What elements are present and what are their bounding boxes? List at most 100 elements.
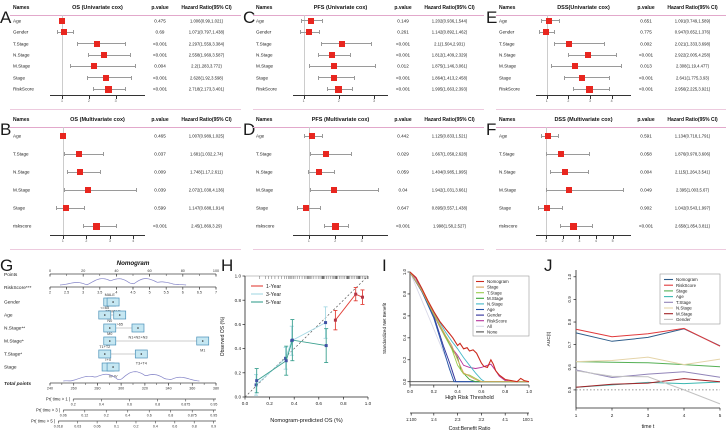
svg-text:RiskScore***: RiskScore*** [4,285,32,291]
ci-cap-high [99,170,101,174]
panel-letter-g: G [0,256,14,275]
axis-tick-label: 3 [114,99,117,103]
panel-letter-h: H [221,256,234,275]
row-hazard-ratio: 2.021(1.333,3.698) [674,41,711,47]
axis-tick-label: 3 [360,239,363,243]
ci-cap-low [56,30,58,35]
row-name: M.Stage [13,187,31,193]
hr-marker [331,222,339,230]
svg-text:T1+T2: T1+T2 [99,345,110,349]
svg-text:Nomogram: Nomogram [487,279,509,284]
forest-row: N.Stage 0.059 1.404(0.985,1.995) [243,163,486,181]
forest-row: N.Stage <0.001 1.812(1.409,2.329) [243,49,486,60]
density-curve [59,278,187,286]
svg-text:M0: M0 [107,332,112,336]
hr-marker [543,205,550,211]
hr-marker [542,29,549,36]
svg-text:5: 5 [719,413,722,418]
forest-header: Names OS (Univariate cox) p.value Hazard Ra… [0,2,243,15]
ci-cap-high [558,134,560,138]
svg-text:0.7: 0.7 [567,341,572,348]
svg-text:0.9: 0.9 [211,424,216,428]
ci-cap-low [326,87,328,92]
reference-line [62,15,63,95]
row-name: RiskScore [13,86,34,92]
axis-tick-label: 1 [61,239,64,243]
panel-letter-a: A [0,8,12,27]
svg-text:3.5: 3.5 [97,290,102,294]
x-axis: 1 2 3 [243,235,486,246]
panel-dss-univariate: E Names DSS(Univariate cox) p.value Hazard … [486,2,728,110]
ci-whisker [310,153,352,155]
svg-text:>65: >65 [116,323,122,327]
row-name: RiskScore [499,86,520,92]
row-hazard-ratio: 1.042(0.543,1.997) [674,205,711,211]
svg-text:FEMALE: FEMALE [105,310,121,314]
axis-tick [361,236,363,239]
axis-tick [86,236,88,239]
svg-text:3: 3 [647,413,650,418]
row-pvalue: 0.651 [640,18,652,24]
legend: NomogramStageT.StageM.StageN.StageAgeGen… [472,275,530,337]
svg-text:Total points: Total points [4,381,31,387]
svg-text:0.8: 0.8 [502,389,509,394]
axis-tick [546,236,547,239]
axis-tick [338,96,340,99]
density-curve [63,371,200,382]
svg-text:0.6: 0.6 [402,312,407,319]
forest-row: M.Stage 0.039 2.072(1.038,4.136) [0,181,243,199]
ci-cap-high [72,30,74,35]
forest-body: Age 0.591 1.134(0.718,1.791) T.Stage 0.058 1.… [486,127,728,235]
reference-line [546,15,548,95]
row-pvalue: 0.004 [640,169,652,175]
ci-cap-high [561,206,563,210]
forest-row: Age 0.442 1.125(0.833,1.521) [243,127,486,145]
row-hazard-ratio: 2.718(2.173,3.401) [188,86,225,92]
svg-text:0.2: 0.2 [402,356,407,363]
svg-text:0.6: 0.6 [172,424,177,428]
column-header-hazard-ratio: Hazard Ratio(95% CI) [667,117,718,123]
series-m.stage [575,378,721,388]
ci-cap-high [321,134,323,138]
forest-row: Gender 0.775 0.947(0.652,1.376) [486,26,728,37]
axis-tick [611,96,613,99]
forest-row: T.Stage 0.058 1.876(0.978,3.606) [486,145,728,163]
series-nomogram [575,328,721,347]
ci-cap-low [308,64,310,69]
ci-whisker [66,171,101,173]
ci-cap-high [558,18,560,23]
panel-letter-i: I [382,256,387,275]
row-hazard-ratio: 2.641(1.775,3.93) [675,75,710,81]
forest-row: Age 0.651 1.091(0.749,1.589) [486,15,728,26]
row-name: T.Stage [499,41,515,47]
ci-cap-high [319,206,321,210]
svg-text:0.8: 0.8 [340,401,347,406]
hr-marker [339,40,346,47]
svg-text:Age: Age [487,307,495,312]
ci-whisker [77,43,126,45]
axis-tick [546,96,548,99]
svg-text:T3+T4: T3+T4 [136,362,147,366]
column-header-pvalue: p.value [151,5,169,11]
row-pvalue: 0.004 [154,63,166,69]
row-pvalue: <0.001 [152,75,168,81]
forest-plot-os-univariate: Names OS (Univariate cox) p.value Hazard Ra… [0,2,243,110]
panel-nomogram: G Nomogram Points 0 20 40 60 80 100 RiskScore***… [0,256,222,440]
svg-text:0.6: 0.6 [478,389,485,394]
column-header-pvalue: p.value [394,117,412,123]
svg-text:T.Stage: T.Stage [487,290,502,295]
row-pvalue: <0.001 [395,52,411,58]
forest-row: Age 0.475 1.006(0.99,1.021) [0,15,243,26]
ci-cap-low [297,206,298,210]
forest-row: Gender 0.69 1.071(0.797,1.438) [0,26,243,37]
column-header-hazard-ratio: Hazard Ratio(95% CI) [181,117,232,123]
svg-text:0.4: 0.4 [235,346,242,351]
forest-row: Stage 0.647 0.895(0.557,1.438) [243,199,486,217]
panel-bottom-separator [496,109,726,110]
row-hazard-ratio: 2.395(1.003,5.67) [675,187,710,193]
axis-tick [133,236,135,239]
ci-cap-low [318,75,319,80]
series-stage [409,271,529,383]
row-name: Stage [13,75,26,81]
row-pvalue: 0.599 [154,205,166,211]
